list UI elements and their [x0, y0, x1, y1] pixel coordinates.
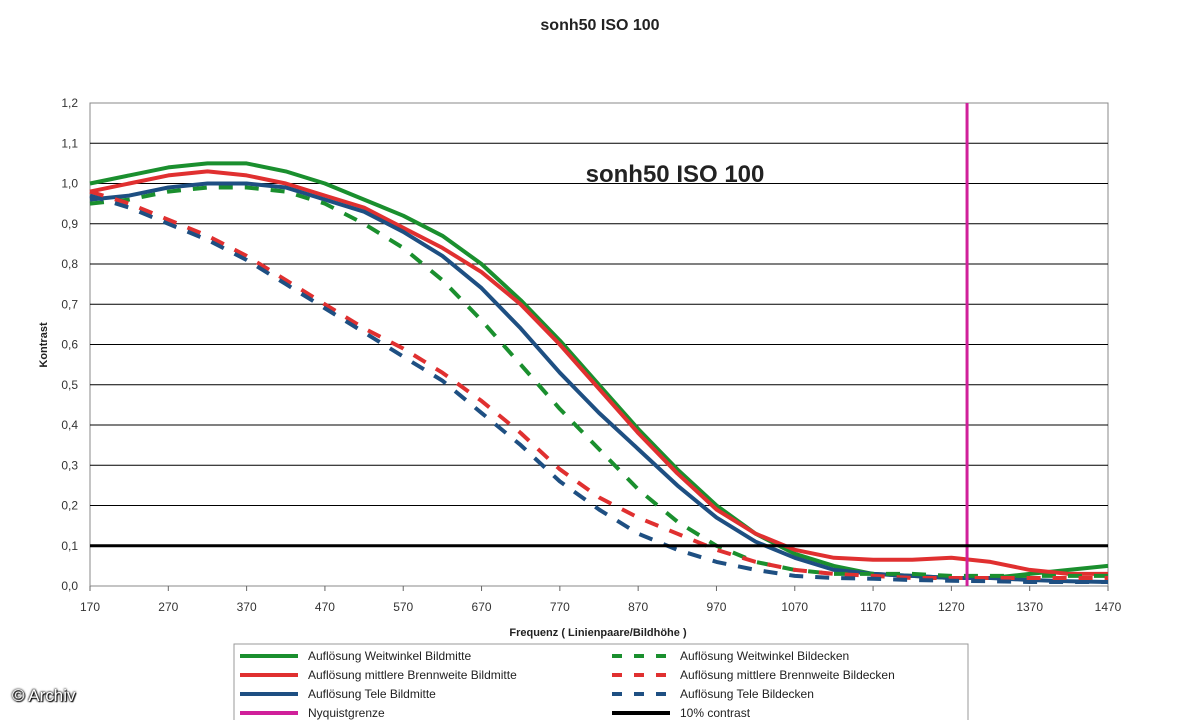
x-tick-label: 770: [550, 600, 570, 614]
legend-label: Auflösung mittlere Brennweite Bildmitte: [308, 668, 517, 682]
x-tick-label: 670: [472, 600, 492, 614]
x-tick-label: 970: [706, 600, 726, 614]
y-tick-label: 1,0: [61, 177, 78, 191]
x-tick-label: 1070: [781, 600, 808, 614]
y-tick-label: 0,9: [61, 217, 78, 231]
y-tick-label: 1,2: [61, 96, 78, 110]
x-tick-label: 270: [158, 600, 178, 614]
y-tick-label: 0,0: [61, 579, 78, 593]
x-tick-label: 1270: [938, 600, 965, 614]
legend-box: [233, 643, 969, 720]
legend-label: Auflösung Tele Bildmitte: [308, 687, 436, 701]
series-line: [89, 185, 1108, 578]
x-tick-label: 570: [393, 600, 413, 614]
legend-label: Auflösung Weitwinkel Bildecken: [680, 649, 849, 663]
x-tick-label: 1470: [1095, 600, 1122, 614]
legend: Auflösung Weitwinkel Bildmitte Auflösung …: [233, 643, 969, 720]
legend-entries: Auflösung Weitwinkel Bildmitte Auflösung …: [240, 649, 895, 720]
watermark: © Archiv: [12, 686, 76, 705]
series-line: [89, 189, 1108, 580]
legend-label: Auflösung mittlere Brennweite Bildecken: [680, 668, 895, 682]
series-line: [89, 169, 1108, 576]
chart-plot-area: 0,00,10,20,30,40,50,60,70,80,91,01,11,2 …: [61, 96, 1121, 614]
series-line: [89, 193, 1108, 584]
legend-label: Auflösung Tele Bildecken: [680, 687, 814, 701]
y-tick-label: 0,8: [61, 257, 78, 271]
y-tick-label: 0,2: [61, 499, 78, 513]
x-tick-label: 470: [315, 600, 335, 614]
series-line: [89, 181, 1109, 584]
y-tick-label: 0,4: [61, 418, 78, 432]
x-tick-label: 1170: [860, 600, 886, 614]
x-tick-labels: 170 270 370 470 570 670 770 870 970 1070 1170 1270 1…: [80, 586, 1122, 614]
y-tick-label: 0,5: [61, 378, 78, 392]
y-tick-label: 0,6: [61, 338, 78, 352]
y-tick-labels: 0,0 0,1 0,2 0,3 0,4 0,5 0,6 0,7 0,8 0,9 1,0 1,1 1,2: [61, 96, 78, 593]
chart-title: sonh50 ISO 100: [540, 17, 659, 34]
y-tick-label: 1,1: [61, 136, 78, 150]
reference-lines: [90, 103, 1108, 586]
y-tick-label: 0,1: [61, 539, 78, 553]
legend-label: Nyquistgrenze: [308, 706, 385, 720]
legend-label: Auflösung Weitwinkel Bildmitte: [308, 649, 472, 663]
series-lines: [89, 161, 1109, 584]
y-tick-label: 0,3: [61, 458, 78, 472]
x-tick-label: 170: [80, 600, 100, 614]
x-tick-label: 370: [237, 600, 257, 614]
y-tick-label: 0,7: [61, 297, 78, 311]
x-axis-label: Frequenz ( Linienpaare/Bildhöhe ): [509, 627, 687, 639]
inner-title: sonh50 ISO 100: [586, 161, 765, 188]
y-axis-label: Kontrast: [38, 322, 50, 368]
legend-label: 10% contrast: [680, 706, 751, 720]
x-tick-label: 1370: [1016, 600, 1043, 614]
x-tick-label: 870: [628, 600, 648, 614]
